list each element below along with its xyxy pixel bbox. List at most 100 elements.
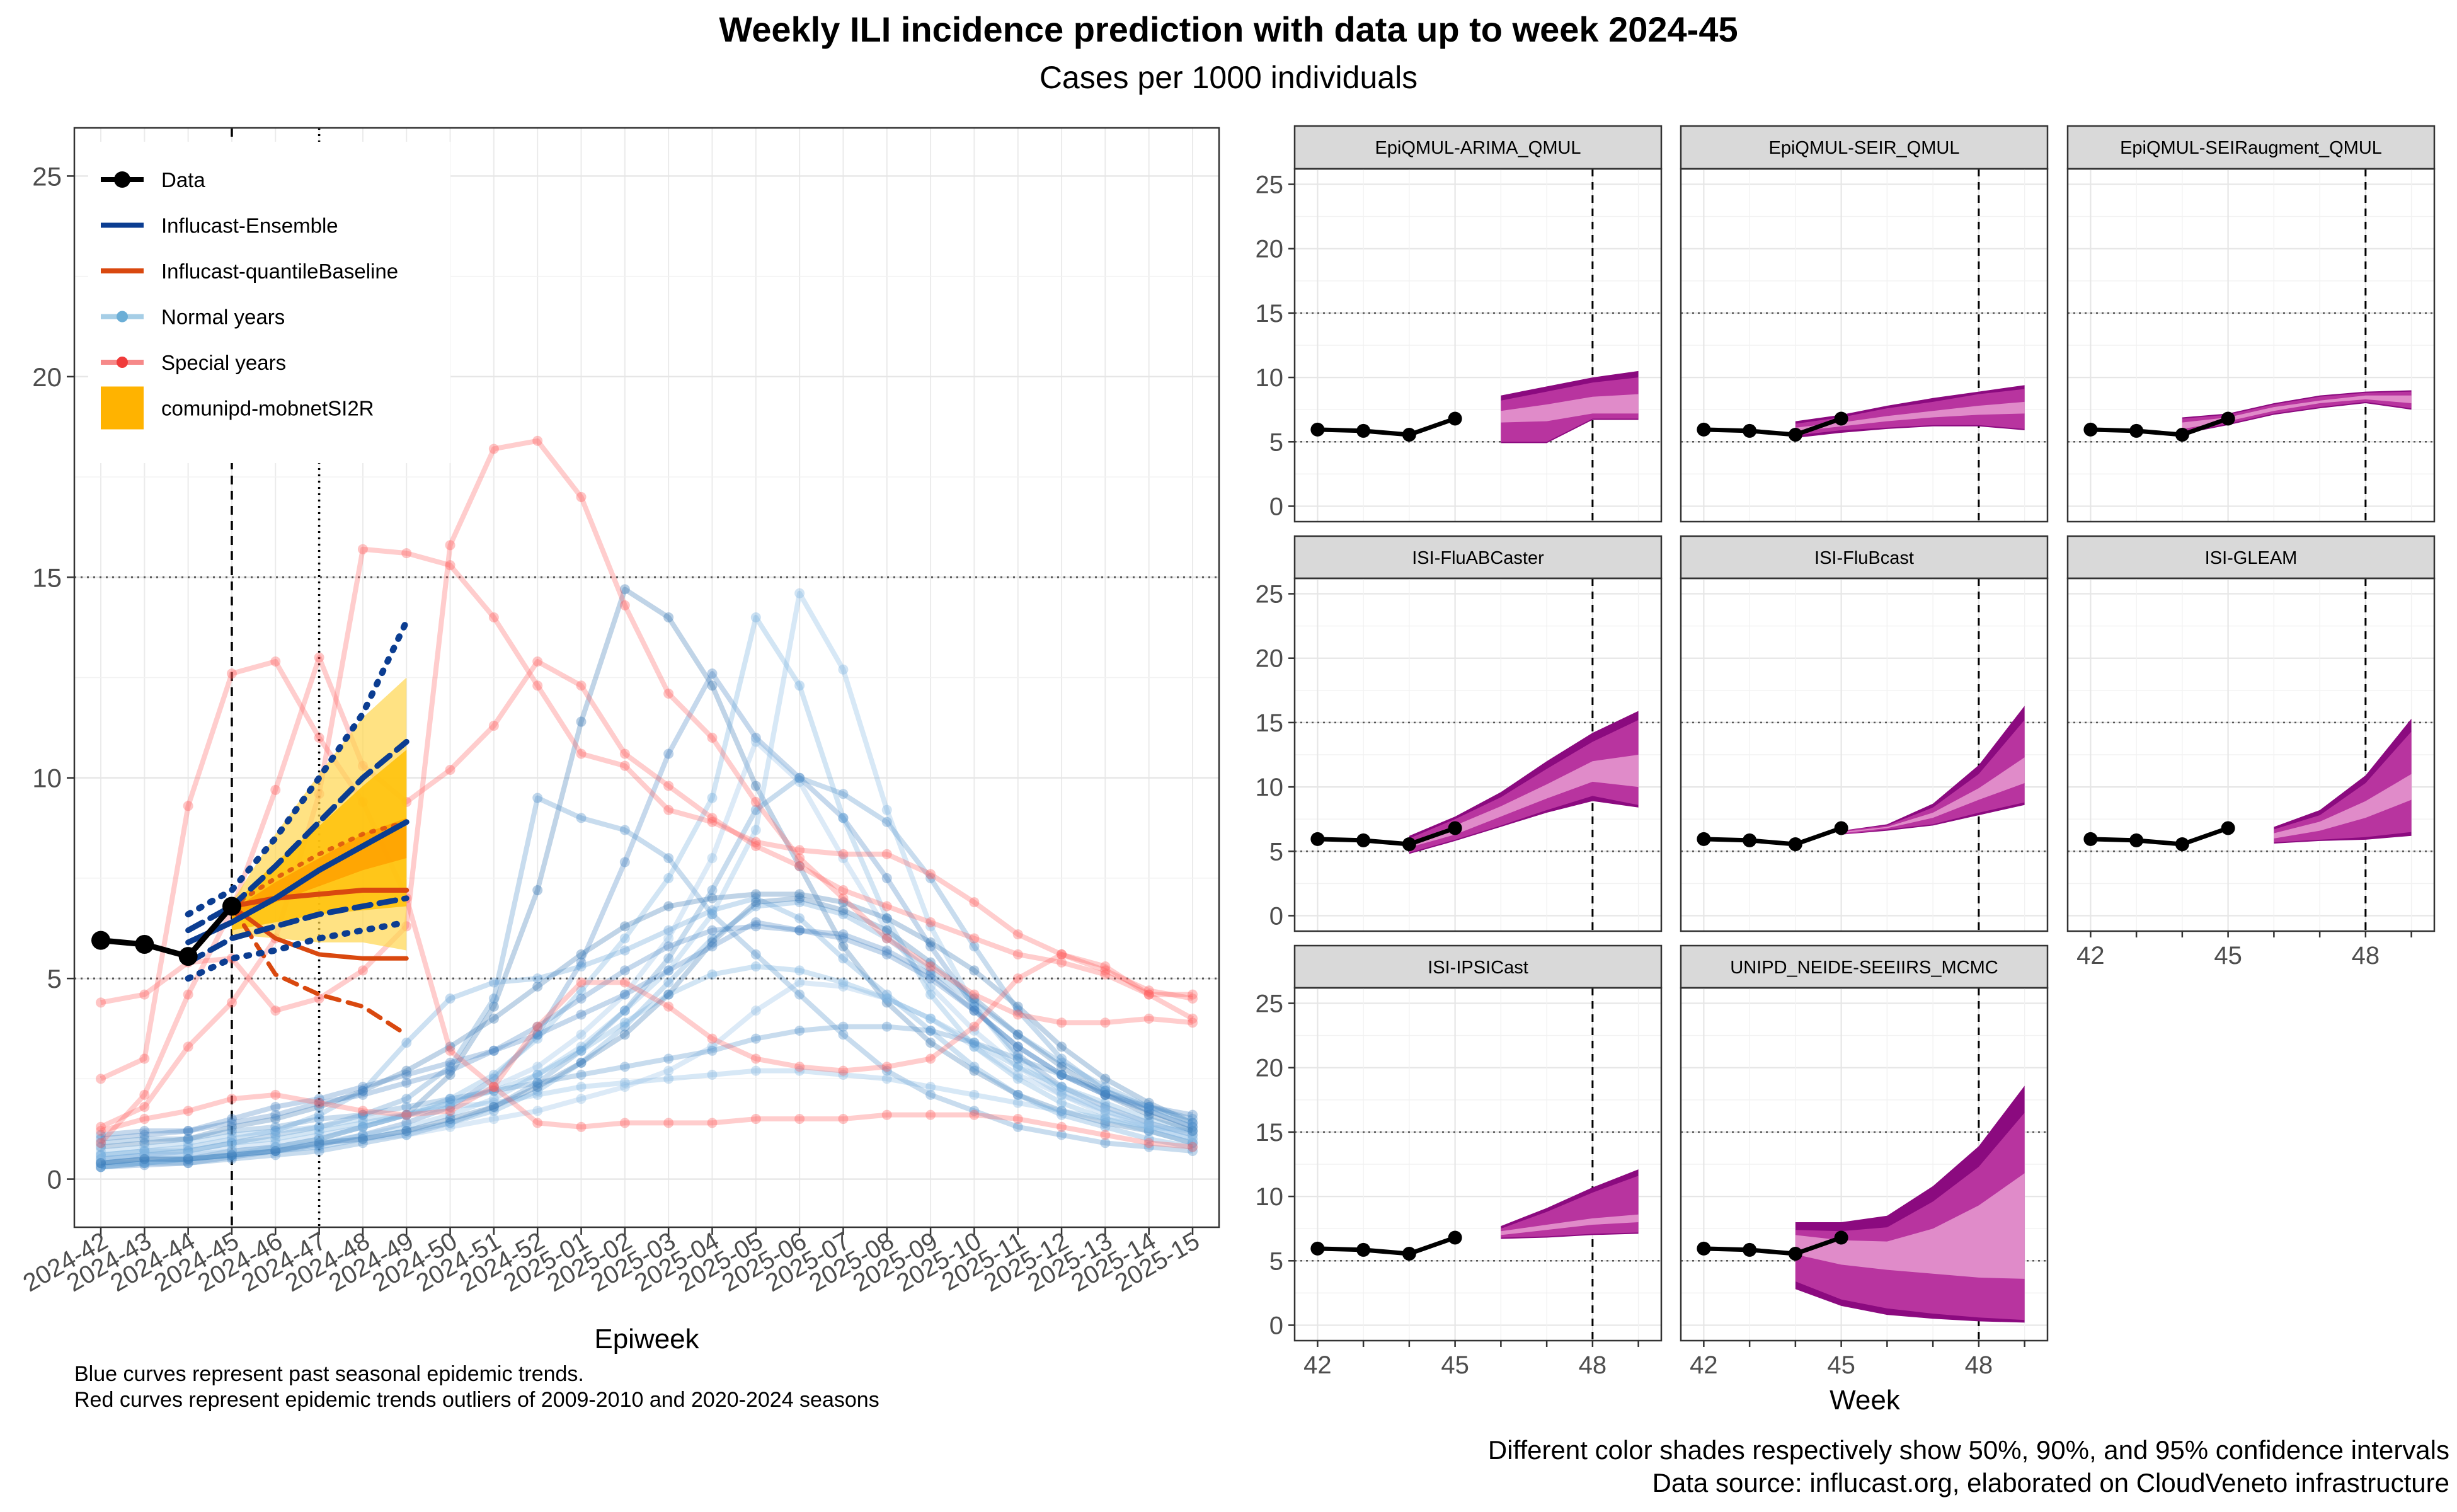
normal-year-curve-point bbox=[663, 941, 674, 952]
normal-year-curve-point bbox=[663, 748, 674, 759]
normal-year-curve-point bbox=[401, 1101, 412, 1112]
normal-year-curve-point bbox=[488, 1101, 499, 1112]
normal-year-curve-point bbox=[96, 1154, 106, 1164]
special-year-curve-point bbox=[576, 977, 587, 988]
normal-year-curve-point bbox=[270, 1150, 281, 1160]
facet-y-tick-label: 20 bbox=[1256, 236, 1284, 263]
normal-year-curve-point bbox=[881, 949, 892, 959]
special-year-curve-point bbox=[183, 1106, 193, 1116]
special-year-curve-point bbox=[532, 680, 543, 691]
normal-year-curve-point bbox=[707, 1045, 718, 1056]
special-year-curve-point bbox=[357, 544, 368, 554]
normal-year-curve-point bbox=[1188, 1121, 1198, 1132]
special-year-curve-point bbox=[1100, 1130, 1111, 1140]
facet-strip bbox=[2066, 535, 2436, 580]
legend-label: Influcast-quantileBaseline bbox=[161, 260, 398, 283]
special-year-curve-point bbox=[1143, 989, 1154, 1000]
special-year-curve-point bbox=[1100, 1017, 1111, 1028]
normal-year-curve-point bbox=[969, 965, 980, 976]
normal-year-curve-point bbox=[532, 1029, 543, 1040]
facet-border bbox=[1293, 168, 1663, 523]
legend: Data Influcast-Ensemble Influcast-quantile… bbox=[88, 142, 450, 463]
normal-year-curve-point bbox=[925, 1089, 936, 1100]
normal-year-curve-point bbox=[925, 1025, 936, 1036]
normal-year-curve-point bbox=[96, 1158, 106, 1169]
normal-year-curve-point bbox=[357, 1121, 368, 1132]
band-50 bbox=[2182, 395, 2412, 429]
special-year-curve-point bbox=[707, 813, 718, 823]
special-year-curve-point bbox=[663, 1001, 674, 1012]
facet-data-point bbox=[2083, 832, 2098, 846]
normal-year-curve-point bbox=[619, 921, 630, 932]
normal-year-curve-point bbox=[357, 1114, 368, 1125]
normal-year-curve-point bbox=[925, 969, 936, 980]
special-year-curve-point bbox=[1057, 1121, 1067, 1132]
normal-year-curve-point bbox=[1143, 1121, 1154, 1132]
normal-year-curve-point bbox=[750, 805, 761, 815]
y-tick-label: 15 bbox=[32, 563, 62, 592]
facet-border bbox=[2066, 168, 2436, 523]
normal-year-curve-point bbox=[488, 1013, 499, 1024]
legend-box bbox=[88, 142, 450, 463]
normal-year-curve-point bbox=[794, 889, 805, 900]
normal-year-curve-point bbox=[663, 612, 674, 622]
normal-year-curve bbox=[100, 895, 1193, 1158]
normal-year-curve-point bbox=[270, 1114, 281, 1125]
facet-y-tick-label: 25 bbox=[1256, 990, 1284, 1018]
special-year-curve-point bbox=[226, 1094, 237, 1104]
normal-year-curve-point bbox=[881, 816, 892, 827]
facet-chart: EpiQMUL-ARIMA_QMUL 0 5 10 15 20 25 EpiQMUL-SEIR… bbox=[1256, 125, 2436, 1416]
data-line bbox=[100, 904, 234, 960]
normal-year-curve-point bbox=[226, 1126, 237, 1137]
special-year-curve-point bbox=[750, 840, 761, 851]
facet-y-tick-label: 20 bbox=[1256, 645, 1284, 673]
normal-year-curve-point bbox=[1012, 1041, 1023, 1052]
normal-year-curve-point bbox=[925, 941, 936, 952]
facet-data-point bbox=[2129, 833, 2144, 847]
special-year-curve-point bbox=[750, 1053, 761, 1064]
normal-year-curve bbox=[100, 614, 1194, 1170]
facet-data-point bbox=[2221, 411, 2235, 426]
normal-year-curve-point bbox=[1012, 1097, 1023, 1108]
facet-border bbox=[1293, 987, 1663, 1342]
normal-year-curve-point bbox=[357, 1109, 368, 1120]
normal-year-curve-point bbox=[1100, 1089, 1111, 1100]
band-90 bbox=[1409, 719, 1639, 853]
normal-year-curve-point bbox=[532, 885, 543, 896]
facet-panel: ISI-IPSICast 0 5 10 15 20 25 42 45 48 bbox=[1256, 944, 1663, 1379]
special-year-curve-point bbox=[1143, 989, 1154, 1000]
normal-year-curve-point bbox=[357, 1130, 368, 1140]
normal-year-curve-point bbox=[96, 1158, 106, 1169]
normal-year-curve-point bbox=[183, 1138, 193, 1148]
band-50 bbox=[1409, 755, 1639, 848]
normal-year-curve-point bbox=[401, 1126, 412, 1137]
normal-year-curve-point bbox=[357, 1130, 368, 1140]
normal-year-curve-point bbox=[357, 1133, 368, 1144]
facet-border bbox=[2066, 577, 2436, 932]
normal-year-curve-point bbox=[532, 1069, 543, 1080]
normal-year-curve-point bbox=[226, 1150, 237, 1160]
special-year-curve-point bbox=[488, 444, 499, 454]
normal-year-curve-point bbox=[576, 949, 587, 959]
special-year-curve-point bbox=[1188, 1017, 1198, 1028]
band-90 bbox=[2274, 731, 2412, 842]
normal-year-curve-point bbox=[1188, 1142, 1198, 1152]
normal-year-curve-point bbox=[1100, 1085, 1111, 1096]
special-year-curve-point bbox=[707, 1033, 718, 1044]
special-year-curve-point bbox=[445, 560, 455, 571]
main-panel-border bbox=[73, 127, 1220, 1228]
normal-year-curve-point bbox=[314, 1145, 324, 1156]
normal-year-curve-point bbox=[1012, 1121, 1023, 1132]
facet-data-line bbox=[2090, 416, 2229, 437]
normal-year-curve-point bbox=[96, 1145, 106, 1156]
normal-year-curve-point bbox=[1012, 1005, 1023, 1016]
normal-year-curve-point bbox=[488, 977, 499, 988]
normal-year-curve-point bbox=[532, 973, 543, 984]
normal-year-curve-point bbox=[969, 1001, 980, 1012]
normal-year-curve-point bbox=[707, 909, 718, 920]
normal-year-curve-point bbox=[663, 933, 674, 944]
special-year-curve-point bbox=[488, 1082, 499, 1092]
facet-strip-label: ISI-IPSICast bbox=[1428, 958, 1528, 978]
facet-data-point bbox=[1402, 837, 1416, 852]
